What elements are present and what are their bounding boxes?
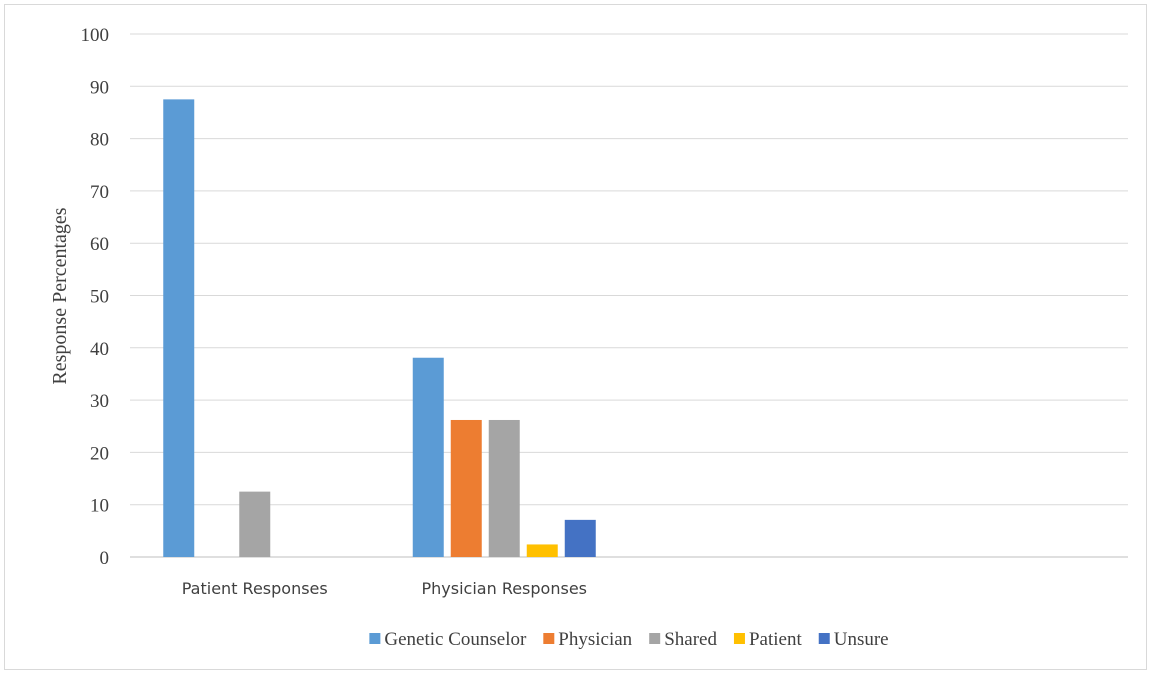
bar: [239, 491, 271, 557]
bar: [450, 419, 482, 557]
legend-label: Genetic Counselor: [384, 629, 527, 650]
bar: [412, 357, 444, 557]
y-tick-label: 90: [90, 77, 109, 98]
y-tick-label: 30: [90, 391, 109, 412]
chart-frame: [4, 4, 1147, 670]
y-tick-label: 100: [81, 25, 110, 46]
legend-label: Physician: [558, 629, 632, 650]
legend-swatch: [543, 633, 555, 644]
bar: [488, 419, 520, 557]
gridlines: [130, 33, 1128, 558]
y-tick-label: 70: [90, 182, 109, 203]
legend-swatch: [369, 633, 381, 644]
legend: Genetic Counselor Physician Shared Patient U…: [369, 629, 889, 650]
y-tick-label: 80: [90, 130, 109, 151]
legend-item: Shared: [649, 629, 717, 650]
y-tick-label: 0: [100, 548, 110, 569]
y-tick-label: 40: [90, 339, 109, 360]
y-axis-title: Response Percentages: [49, 207, 71, 384]
x-category-label: Patient Responses: [182, 579, 328, 598]
bar: [564, 519, 596, 557]
bar: [526, 544, 558, 557]
legend-swatch: [649, 633, 661, 644]
legend-item: Patient: [733, 629, 802, 650]
legend-swatch: [818, 633, 830, 644]
legend-label: Shared: [664, 629, 717, 650]
y-axis-ticks: 0 10 20 30 40 50 60 70 80 90 100: [81, 25, 110, 569]
y-tick-label: 10: [90, 496, 109, 517]
x-category-label: Physician Responses: [422, 579, 588, 598]
y-tick-label: 20: [90, 443, 109, 464]
bar: [163, 99, 195, 557]
y-tick-label: 50: [90, 287, 109, 308]
legend-label: Unsure: [834, 629, 889, 650]
legend-item: Unsure: [818, 629, 889, 650]
y-tick-label: 60: [90, 234, 109, 255]
legend-swatch: [733, 633, 745, 644]
legend-item: Physician: [543, 629, 633, 650]
legend-label: Patient: [749, 629, 802, 650]
legend-item: Genetic Counselor: [369, 629, 527, 650]
x-axis-categories: Patient Responses Physician Responses: [182, 579, 587, 598]
bars: [163, 99, 596, 557]
